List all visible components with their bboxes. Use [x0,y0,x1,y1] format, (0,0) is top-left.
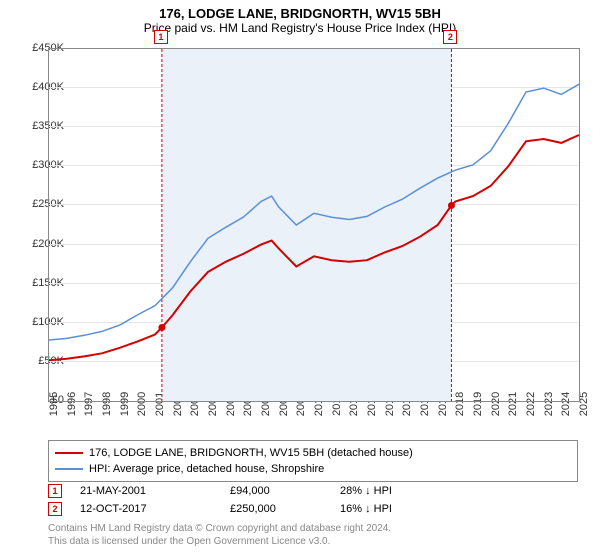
transaction-hpi: 28% ↓ HPI [340,485,460,497]
legend-row: HPI: Average price, detached house, Shro… [55,461,571,477]
legend-row: 176, LODGE LANE, BRIDGNORTH, WV15 5BH (d… [55,445,571,461]
legend: 176, LODGE LANE, BRIDGNORTH, WV15 5BH (d… [48,440,578,482]
chart-svg [49,49,579,401]
transactions-table: 1 21-MAY-2001£94,00028% ↓ HPI 2 12-OCT-2017… [48,482,460,518]
transaction-marker-box: 2 [48,502,62,516]
transaction-marker-1: 1 [154,30,168,44]
legend-label: HPI: Average price, detached house, Shro… [89,463,324,475]
transaction-row: 1 21-MAY-2001£94,00028% ↓ HPI [48,482,460,500]
transaction-date: 12-OCT-2017 [80,503,230,515]
page-subtitle: Price paid vs. HM Land Registry's House … [0,21,600,39]
footer-line-1: Contains HM Land Registry data © Crown c… [48,522,391,535]
transaction-hpi: 16% ↓ HPI [340,503,460,515]
footer-line-2: This data is licensed under the Open Gov… [48,535,391,548]
transaction-row: 2 12-OCT-2017£250,00016% ↓ HPI [48,500,460,518]
legend-swatch [55,468,83,470]
transaction-price: £94,000 [230,485,340,497]
transaction-marker-box: 1 [48,484,62,498]
transaction-marker-2: 2 [443,30,457,44]
page-title: 176, LODGE LANE, BRIDGNORTH, WV15 5BH [0,0,600,21]
legend-swatch [55,452,83,454]
legend-label: 176, LODGE LANE, BRIDGNORTH, WV15 5BH (d… [89,447,413,459]
transaction-price: £250,000 [230,503,340,515]
footer-attribution: Contains HM Land Registry data © Crown c… [48,522,391,548]
transaction-date: 21-MAY-2001 [80,485,230,497]
chart-plot-area [48,48,580,402]
